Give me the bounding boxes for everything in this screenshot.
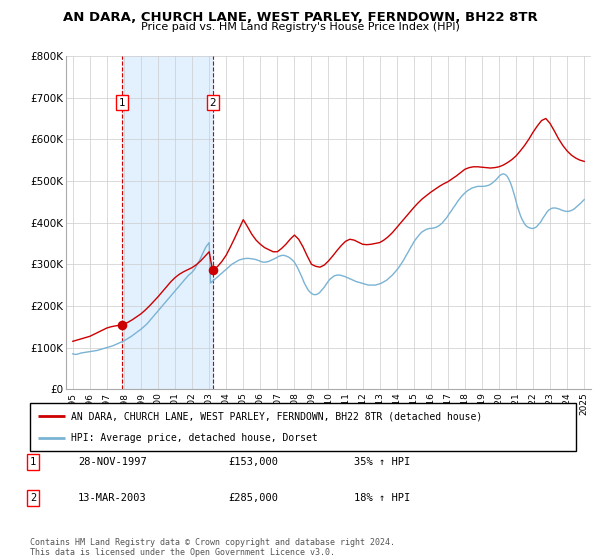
Bar xyxy=(122,56,212,389)
Text: AN DARA, CHURCH LANE, WEST PARLEY, FERNDOWN, BH22 8TR: AN DARA, CHURCH LANE, WEST PARLEY, FERND… xyxy=(62,11,538,24)
Text: 13-MAR-2003: 13-MAR-2003 xyxy=(78,493,147,503)
Text: 18% ↑ HPI: 18% ↑ HPI xyxy=(354,493,410,503)
Point xyxy=(208,266,217,275)
Text: 1: 1 xyxy=(30,457,36,467)
Text: £285,000: £285,000 xyxy=(228,493,278,503)
Point xyxy=(118,321,127,330)
Text: Contains HM Land Registry data © Crown copyright and database right 2024.
This d: Contains HM Land Registry data © Crown c… xyxy=(30,538,395,557)
Text: 35% ↑ HPI: 35% ↑ HPI xyxy=(354,457,410,467)
Text: AN DARA, CHURCH LANE, WEST PARLEY, FERNDOWN, BH22 8TR (detached house): AN DARA, CHURCH LANE, WEST PARLEY, FERND… xyxy=(71,411,482,421)
Text: 1: 1 xyxy=(119,97,125,108)
Text: Price paid vs. HM Land Registry's House Price Index (HPI): Price paid vs. HM Land Registry's House … xyxy=(140,22,460,32)
Text: £153,000: £153,000 xyxy=(228,457,278,467)
Text: 2: 2 xyxy=(30,493,36,503)
Text: 2: 2 xyxy=(209,97,216,108)
Text: 28-NOV-1997: 28-NOV-1997 xyxy=(78,457,147,467)
Text: HPI: Average price, detached house, Dorset: HPI: Average price, detached house, Dors… xyxy=(71,433,318,443)
FancyBboxPatch shape xyxy=(30,403,576,451)
